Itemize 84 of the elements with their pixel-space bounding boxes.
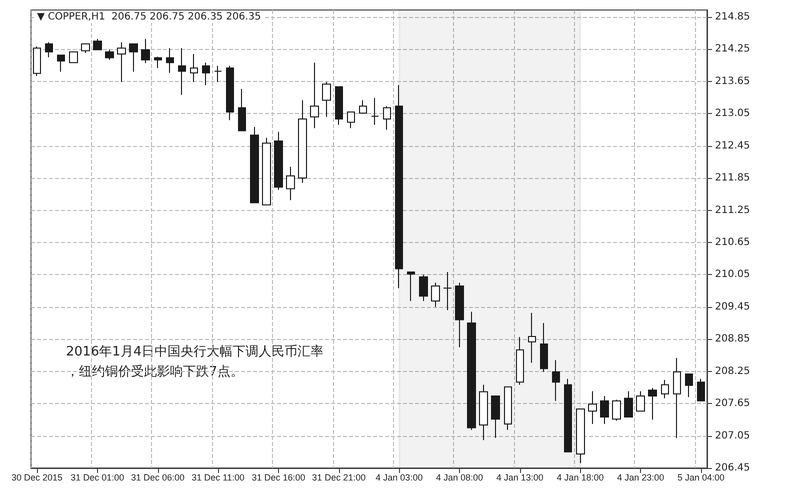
candlestick: [286, 166, 295, 201]
candlestick: [262, 137, 271, 206]
candlestick: [335, 86, 343, 126]
y-tick-label: 207.05: [715, 430, 750, 442]
y-tick-label: 211.25: [715, 204, 750, 216]
y-tick-label: 210.05: [715, 269, 750, 280]
candlestick: [214, 65, 222, 82]
candlestick: [443, 272, 452, 311]
candlestick: [141, 38, 150, 64]
candlestick: [371, 98, 379, 126]
candlestick: [238, 88, 246, 132]
candlestick: [431, 282, 440, 308]
chart-title: ▼ COPPER,H1 206.75 206.75 206.35 206.35: [37, 12, 261, 22]
candlestick: [322, 81, 331, 118]
candlestick: [576, 408, 585, 464]
x-tick-label: 4 Jan 08:00: [436, 472, 484, 482]
candlestick: [491, 396, 500, 438]
candlestick: [624, 390, 633, 418]
candlestick: [661, 379, 669, 399]
candlestick: [697, 378, 705, 402]
candlestick: [154, 56, 162, 68]
y-tick-label: 206.45: [715, 462, 750, 474]
candlestick: [612, 399, 621, 422]
x-tick-label: 4 Jan 13:00: [496, 472, 544, 482]
y-tick-label: 211.85: [715, 172, 750, 184]
candlestick: [57, 54, 65, 72]
y-tick-label: 208.85: [715, 334, 750, 345]
candlestick: [298, 100, 307, 184]
y-tick-label: 209.45: [715, 301, 750, 312]
candlestick: [455, 282, 464, 348]
candlestick: [467, 311, 476, 430]
candlestick: [504, 386, 512, 430]
y-tick-label: 207.65: [715, 398, 750, 410]
candlestick: [93, 38, 102, 50]
candlestick: [105, 49, 114, 60]
candlestick: [419, 274, 428, 302]
candlestick: [226, 65, 234, 121]
candlestick: [564, 378, 572, 452]
candlestick: [395, 84, 403, 289]
candlestick: [540, 322, 548, 372]
candlestick: [407, 272, 415, 302]
x-tick-label: 5 Jan 04:00: [677, 472, 724, 482]
y-tick-label: 214.85: [715, 11, 750, 22]
x-tick-label: 30 Dec 2015: [12, 472, 63, 482]
candlestick: [600, 396, 609, 424]
candlestick: [673, 357, 681, 438]
y-tick-label: 213.65: [715, 76, 750, 87]
x-tick-label: 4 Jan 23:00: [617, 472, 664, 482]
candlestick: [648, 388, 657, 420]
candlestick: [516, 336, 524, 386]
x-tick-label: 31 Dec 11:00: [192, 472, 245, 482]
candlestick: [347, 112, 355, 129]
x-tick-label: 31 Dec 16:00: [252, 472, 306, 482]
candlestick: [636, 390, 645, 412]
x-tick-label: 31 Dec 21:00: [312, 472, 366, 482]
candlestick: [166, 48, 174, 74]
candlestick: [588, 390, 597, 424]
candlestick: [479, 384, 488, 441]
x-tick-label: 4 Jan 18:00: [556, 472, 604, 482]
y-tick-label: 214.25: [715, 44, 750, 55]
candlestick: [274, 131, 283, 190]
y-tick-label: 208.25: [715, 366, 750, 377]
y-tick-label: 212.45: [715, 140, 750, 152]
x-tick-label: 31 Dec 06:00: [130, 472, 185, 482]
candlestick: [250, 126, 259, 204]
candlestick: [685, 374, 693, 398]
candlestick: [129, 43, 138, 72]
candlestick: [81, 43, 90, 54]
candlestick: [202, 62, 210, 86]
candlestick: [190, 54, 198, 82]
candlestick: [33, 46, 41, 77]
candlestick: [45, 42, 53, 58]
candlestick: [117, 42, 126, 82]
x-tick-label: 31 Dec 01:00: [70, 472, 124, 482]
y-tick-label: 213.05: [715, 108, 750, 120]
candlestick: [69, 51, 78, 64]
candlestick: [552, 360, 560, 402]
candlestick: [178, 48, 186, 96]
candlestick: [528, 312, 536, 364]
x-tick-label: 4 Jan 03:00: [376, 472, 423, 482]
y-tick-label: 210.65: [715, 236, 750, 248]
candlestick: [383, 106, 391, 130]
candlestick: [359, 100, 367, 114]
candlestick: [310, 62, 319, 129]
